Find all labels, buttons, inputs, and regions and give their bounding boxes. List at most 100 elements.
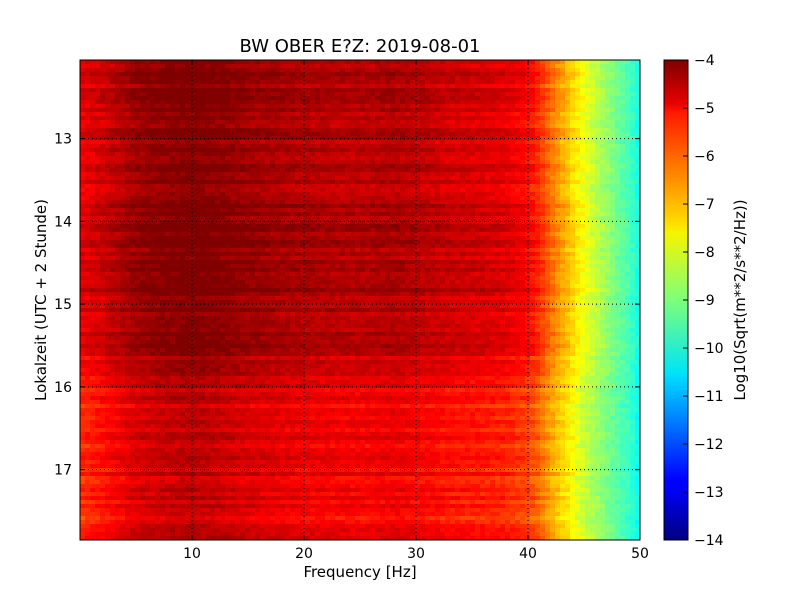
heatmap-cell: [580, 96, 586, 101]
heatmap-cell: [565, 128, 571, 133]
heatmap-cell: [530, 108, 536, 113]
heatmap-cell: [615, 88, 621, 93]
heatmap-cell: [285, 180, 291, 185]
heatmap-cell: [195, 120, 201, 125]
heatmap-cell: [455, 68, 461, 73]
heatmap-cell: [580, 104, 586, 109]
heatmap-cell: [375, 236, 381, 241]
heatmap-cell: [405, 112, 411, 117]
heatmap-cell: [495, 224, 501, 229]
heatmap-cell: [290, 92, 296, 97]
heatmap-cell: [80, 132, 86, 137]
heatmap-cell: [80, 72, 86, 77]
heatmap-cell: [285, 116, 291, 121]
heatmap-cell: [495, 128, 501, 133]
heatmap-cell: [430, 88, 436, 93]
heatmap-cell: [290, 144, 296, 149]
heatmap-cell: [130, 216, 136, 221]
heatmap-cell: [500, 208, 506, 213]
heatmap-cell: [230, 212, 236, 217]
heatmap-cell: [305, 144, 311, 149]
heatmap-cell: [635, 168, 640, 173]
heatmap-cell: [435, 224, 441, 229]
heatmap-cell: [220, 152, 226, 157]
heatmap-cell: [525, 84, 531, 89]
heatmap-cell: [625, 200, 631, 205]
heatmap-cell: [580, 216, 586, 221]
heatmap-cell: [365, 212, 371, 217]
heatmap-cell: [550, 168, 556, 173]
heatmap-cell: [505, 232, 511, 237]
heatmap-cell: [520, 216, 526, 221]
heatmap-cell: [610, 168, 616, 173]
heatmap-cell: [415, 236, 421, 241]
heatmap-cell: [345, 192, 351, 197]
heatmap-cell: [620, 104, 626, 109]
heatmap-cell: [95, 116, 101, 121]
heatmap-cell: [295, 188, 301, 193]
heatmap-cell: [495, 124, 501, 129]
heatmap-cell: [355, 112, 361, 117]
heatmap-cell: [100, 204, 106, 209]
heatmap-cell: [165, 80, 171, 85]
heatmap-cell: [225, 212, 231, 217]
heatmap-cell: [630, 76, 636, 81]
heatmap-cell: [445, 120, 451, 125]
heatmap-cell: [495, 192, 501, 197]
heatmap-cell: [85, 140, 91, 145]
heatmap-cell: [250, 156, 256, 161]
heatmap-cell: [120, 212, 126, 217]
heatmap-cell: [210, 192, 216, 197]
heatmap-cell: [280, 76, 286, 81]
heatmap-cell: [435, 136, 441, 141]
heatmap-cell: [485, 220, 491, 225]
heatmap-cell: [310, 120, 316, 125]
heatmap-cell: [370, 156, 376, 161]
heatmap-cell: [360, 88, 366, 93]
heatmap-cell: [410, 168, 416, 173]
heatmap-cell: [130, 104, 136, 109]
heatmap-cell: [400, 116, 406, 121]
heatmap-cell: [155, 196, 161, 201]
heatmap-cell: [210, 92, 216, 97]
heatmap-cell: [460, 112, 466, 117]
heatmap-cell: [300, 224, 306, 229]
heatmap-cell: [490, 80, 496, 85]
heatmap-cell: [105, 156, 111, 161]
heatmap-cell: [545, 156, 551, 161]
heatmap-cell: [275, 88, 281, 93]
heatmap-cell: [125, 72, 131, 77]
heatmap-cell: [630, 220, 636, 225]
heatmap-cell: [505, 128, 511, 133]
heatmap-cell: [570, 116, 576, 121]
heatmap-cell: [285, 212, 291, 217]
heatmap-cell: [340, 212, 346, 217]
heatmap-cell: [460, 136, 466, 141]
heatmap-cell: [100, 172, 106, 177]
heatmap-cell: [600, 168, 606, 173]
heatmap-cell: [160, 216, 166, 221]
heatmap-cell: [275, 200, 281, 205]
heatmap-cell: [205, 64, 211, 69]
heatmap-cell: [265, 112, 271, 117]
heatmap-cell: [410, 152, 416, 157]
heatmap-cell: [130, 172, 136, 177]
heatmap-cell: [560, 212, 566, 217]
heatmap-cell: [425, 204, 431, 209]
heatmap-cell: [370, 204, 376, 209]
heatmap-cell: [310, 140, 316, 145]
heatmap-cell: [185, 228, 191, 233]
heatmap-cell: [510, 224, 516, 229]
heatmap-cell: [160, 208, 166, 213]
heatmap-cell: [470, 144, 476, 149]
heatmap-cell: [160, 112, 166, 117]
heatmap-cell: [160, 236, 166, 241]
heatmap-cell: [185, 84, 191, 89]
heatmap-cell: [635, 128, 640, 133]
heatmap-cell: [410, 124, 416, 129]
heatmap-cell: [200, 168, 206, 173]
heatmap-cell: [310, 184, 316, 189]
heatmap-cell: [100, 160, 106, 165]
heatmap-cell: [190, 112, 196, 117]
heatmap-cell: [305, 80, 311, 85]
